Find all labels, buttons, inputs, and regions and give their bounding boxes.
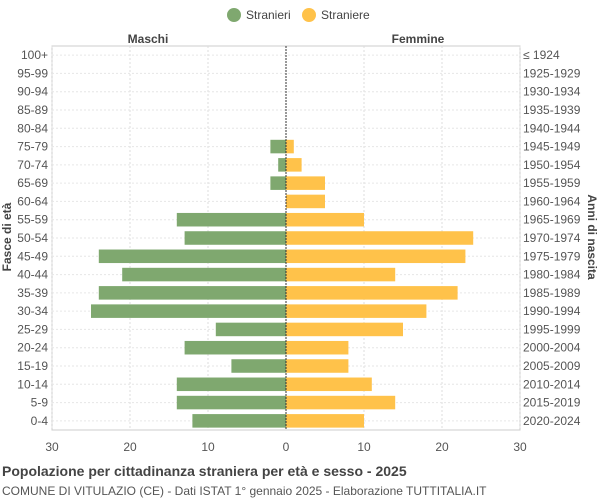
birth-year-label: 1935-1939: [523, 103, 581, 117]
bar-straniere[interactable]: [286, 414, 364, 428]
bar-straniere[interactable]: [286, 158, 302, 172]
birth-year-label: 2010-2014: [523, 377, 581, 391]
age-group-label: 65-69: [17, 176, 48, 190]
birth-year-label: 1970-1974: [523, 231, 581, 245]
caption-subtitle: COMUNE DI VITULAZIO (CE) - Dati ISTAT 1°…: [2, 484, 487, 498]
bar-stranieri[interactable]: [278, 158, 286, 172]
caption-title: Popolazione per cittadinanza straniera p…: [2, 463, 407, 479]
birth-year-label: ≤ 1924: [523, 48, 560, 62]
birth-year-label: 2020-2024: [523, 414, 581, 428]
age-group-label: 35-39: [17, 286, 48, 300]
birth-year-label: 1995-1999: [523, 322, 581, 336]
birth-year-label: 1975-1979: [523, 249, 581, 263]
bar-stranieri[interactable]: [270, 176, 286, 190]
bar-straniere[interactable]: [286, 231, 474, 245]
bar-straniere[interactable]: [286, 286, 458, 300]
age-group-label: 20-24: [17, 341, 48, 355]
age-group-label: 10-14: [17, 377, 48, 391]
age-group-label: 45-49: [17, 249, 48, 263]
bar-stranieri[interactable]: [176, 377, 286, 392]
x-tick-label: 10: [201, 440, 215, 454]
bar-stranieri[interactable]: [215, 322, 286, 337]
x-tick-label: 0: [283, 440, 290, 454]
bar-straniere[interactable]: [286, 304, 427, 318]
birth-year-label: 1950-1954: [523, 158, 581, 172]
x-tick-label: 20: [435, 440, 449, 454]
left-header: Maschi: [128, 32, 169, 46]
age-group-label: 25-29: [17, 322, 48, 336]
legend-swatch-straniere[interactable]: [302, 8, 316, 22]
x-tick-label: 30: [513, 440, 527, 454]
birth-year-label: 1930-1934: [523, 85, 581, 99]
legend-swatch-stranieri[interactable]: [227, 8, 241, 22]
legend-label-stranieri[interactable]: Stranieri: [246, 8, 291, 22]
x-tick-label: 20: [123, 440, 137, 454]
age-group-label: 60-64: [17, 194, 48, 208]
bar-straniere[interactable]: [286, 395, 396, 410]
birth-year-label: 1955-1959: [523, 176, 581, 190]
bar-straniere[interactable]: [286, 359, 349, 373]
bar-stranieri[interactable]: [184, 231, 286, 245]
birth-year-label: 1990-1994: [523, 304, 581, 318]
bar-straniere[interactable]: [286, 267, 396, 282]
bar-straniere[interactable]: [286, 322, 403, 337]
age-group-label: 70-74: [17, 158, 48, 172]
bar-stranieri[interactable]: [98, 249, 286, 264]
age-group-label: 5-9: [31, 396, 49, 410]
bars: [91, 46, 474, 430]
birth-year-label: 1980-1984: [523, 268, 581, 282]
x-tick-label: 30: [45, 440, 59, 454]
bar-straniere[interactable]: [286, 340, 349, 355]
birth-year-label: 2005-2009: [523, 359, 581, 373]
population-pyramid-chart: 30 20 10 0 10 20 30 100+ ≤ 1924 95-99 1925-1929 90-…: [0, 8, 599, 454]
birth-year-label: 2000-2004: [523, 341, 581, 355]
age-group-label: 90-94: [17, 85, 48, 99]
bar-stranieri[interactable]: [270, 139, 286, 154]
legend-label-straniere[interactable]: Straniere: [321, 8, 370, 22]
y-axis-label-left: Fasce di età: [0, 202, 14, 271]
age-group-label: 55-59: [17, 213, 48, 227]
y-axis-label-right: Anni di nascita: [585, 194, 599, 280]
age-group-label: 75-79: [17, 140, 48, 154]
age-group-label: 80-84: [17, 121, 48, 135]
bar-stranieri[interactable]: [231, 359, 286, 373]
bar-straniere[interactable]: [286, 212, 364, 227]
birth-year-label: 1940-1944: [523, 121, 581, 135]
birth-year-label: 1985-1989: [523, 286, 581, 300]
age-group-label: 15-19: [17, 359, 48, 373]
age-group-label: 100+: [21, 48, 48, 62]
age-group-label: 50-54: [17, 231, 48, 245]
x-tick-label: 10: [357, 440, 371, 454]
birth-year-label: 2015-2019: [523, 396, 581, 410]
labels: 30 20 10 0 10 20 30 100+ ≤ 1924 95-99 1925-1929 90-…: [17, 48, 580, 454]
bar-straniere[interactable]: [286, 377, 372, 392]
bar-stranieri[interactable]: [192, 414, 286, 428]
bar-straniere[interactable]: [286, 249, 466, 264]
age-group-label: 85-89: [17, 103, 48, 117]
bar-stranieri[interactable]: [91, 304, 286, 318]
bar-stranieri[interactable]: [122, 267, 286, 282]
age-group-label: 30-34: [17, 304, 48, 318]
bar-stranieri[interactable]: [184, 340, 286, 355]
bar-stranieri[interactable]: [98, 286, 286, 300]
birth-year-label: 1925-1929: [523, 66, 581, 80]
bar-stranieri[interactable]: [176, 395, 286, 410]
bar-straniere[interactable]: [286, 176, 325, 190]
age-group-label: 0-4: [31, 414, 49, 428]
bar-straniere[interactable]: [286, 139, 294, 154]
bar-stranieri[interactable]: [176, 212, 286, 227]
bar-straniere[interactable]: [286, 194, 325, 209]
age-group-label: 40-44: [17, 268, 48, 282]
age-group-label: 95-99: [17, 66, 48, 80]
legend[interactable]: Stranieri Straniere: [227, 8, 370, 22]
birth-year-label: 1965-1969: [523, 213, 581, 227]
right-header: Femmine: [392, 32, 445, 46]
birth-year-label: 1945-1949: [523, 140, 581, 154]
birth-year-label: 1960-1964: [523, 194, 581, 208]
